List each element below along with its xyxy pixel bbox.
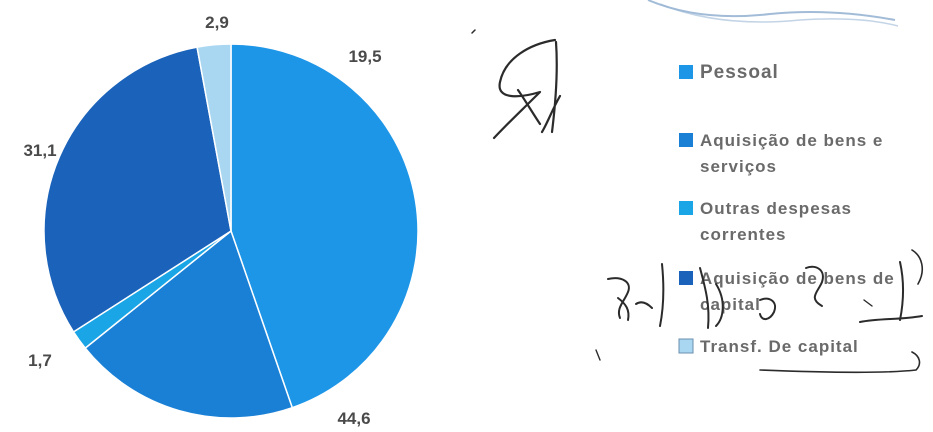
legend-swatch-2 [679, 133, 693, 147]
legend-label-2: Aquisição de bens e serviços [700, 131, 883, 176]
legend-item-1: Pessoal [679, 62, 779, 83]
handwritten-initials [595, 249, 924, 374]
legend-item-4: Aquisição de bens de capital [679, 269, 895, 314]
legend-label-1: Pessoal [700, 62, 779, 83]
stamp-fragment [647, 0, 896, 21]
pie-slice-4 [43, 46, 232, 333]
legend: Pessoal Aquisição de bens e serviços Outras… [678, 62, 895, 356]
legend-swatch-4 [679, 271, 693, 285]
legend-label-3: Outras despesas correntes [700, 199, 852, 244]
legend-item-3: Outras despesas correntes [679, 199, 852, 244]
value-label-5: 2,9 [205, 13, 229, 32]
stamp-fragment-2 [659, 3, 899, 27]
legend-swatch-5 [678, 338, 694, 354]
legend-swatch-1 [679, 65, 693, 79]
value-label-4: 31,1 [23, 141, 56, 160]
legend-label-4: Aquisição de bens de capital [700, 269, 895, 314]
legend-item-2: Aquisição de bens e serviços [679, 131, 883, 176]
value-label-1: 44,6 [337, 409, 370, 428]
pie-slice-5 [196, 43, 232, 232]
value-label-2: 19,5 [348, 47, 381, 66]
legend-label-5: Transf. De capital [700, 337, 859, 356]
pie-slices [43, 43, 419, 419]
legend-item-5: Transf. De capital [678, 337, 859, 356]
value-label-3: 1,7 [28, 351, 52, 370]
pie-value-labels: 44,6 19,5 1,7 31,1 2,9 [23, 13, 381, 428]
pie-slice-1 [230, 43, 419, 409]
pie-slice-2 [84, 229, 294, 419]
legend-swatch-3 [679, 201, 693, 215]
handwritten-signature [471, 29, 562, 140]
